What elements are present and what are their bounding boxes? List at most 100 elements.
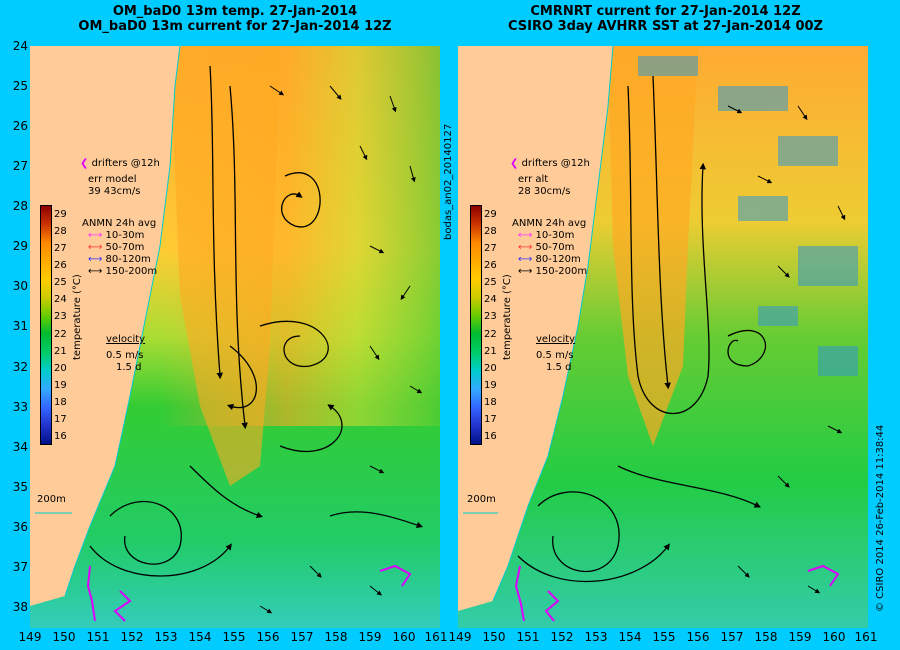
colorbar-tick-label: 28 xyxy=(54,226,67,238)
colorbar-tick-label: 18 xyxy=(54,396,67,408)
right-legend-drifters: ❮ drifters @12h err alt 28 30cm/s xyxy=(510,158,590,198)
right-vertical-label: © CSIRO 2014 26-Feb-2014 11:38:44 xyxy=(875,424,886,612)
right-legend-anmn: ANMN 24h avg ⟷ 10-30m ⟷ 50-70m ⟷ 80-120m… xyxy=(512,218,587,278)
lon-label: 156 xyxy=(256,630,280,644)
lat-label: 31 xyxy=(12,319,28,333)
lon-label: 149 xyxy=(448,630,472,644)
left-title-line1: OM_baD0 13m temp. 27-Jan-2014 xyxy=(112,4,358,19)
right-colorbar xyxy=(470,205,482,445)
colorbar-unit-label: temperature (°C) xyxy=(72,274,83,360)
colorbar-tick-label: 22 xyxy=(54,328,67,340)
anmn-title: ANMN 24h avg xyxy=(82,218,157,229)
drifter-arrow-icon: ❮ xyxy=(80,158,89,169)
right-panel-title: CMRNRT current for 27-Jan-2014 12Z CSIRO… xyxy=(458,4,873,34)
colorbar-tick-label: 27 xyxy=(484,243,497,255)
lat-label: 25 xyxy=(12,79,28,93)
right-drifter-tracks xyxy=(514,564,840,622)
depth-arrow-icon: ⟷ xyxy=(88,254,103,265)
right-velocity-legend: velocity 0.5 m/s 1.5 d xyxy=(536,334,575,374)
lon-label: 150 xyxy=(52,630,76,644)
lon-label: 159 xyxy=(358,630,382,644)
colorbar-tick-label: 16 xyxy=(484,431,497,442)
colorbar-tick-label: 18 xyxy=(484,396,497,408)
colorbar-tick-label: 21 xyxy=(484,345,497,357)
lon-label: 151 xyxy=(86,630,110,644)
depth-arrow-icon: ⟷ xyxy=(88,242,103,253)
colorbar-tick-label: 24 xyxy=(484,294,497,306)
err-values: 39 43cm/s xyxy=(88,186,141,197)
right-title-line1: CMRNRT current for 27-Jan-2014 12Z xyxy=(530,4,801,19)
left-legend-drifters: ❮ drifters @12h err model 39 43cm/s xyxy=(80,158,160,198)
depth-arrow-icon: ⟷ xyxy=(518,242,533,253)
depth-arrow-icon: ⟷ xyxy=(88,266,103,277)
lon-label: 157 xyxy=(290,630,314,644)
right-current-arrows xyxy=(727,105,846,594)
velocity-scale: 0.5 m/s xyxy=(536,350,574,361)
depth-bin-label: 50-70m xyxy=(535,242,575,253)
lon-label: 154 xyxy=(188,630,212,644)
colorbar-tick-label: 25 xyxy=(484,277,497,289)
drifter-arrow-icon: ❮ xyxy=(510,158,519,169)
lon-label: 156 xyxy=(686,630,710,644)
lat-label: 29 xyxy=(12,239,28,253)
drifters-label: drifters @12h xyxy=(521,158,590,169)
lon-label: 161 xyxy=(424,630,448,644)
depth-bin-label: 10-30m xyxy=(105,230,145,241)
depth-bin-label: 150-200m xyxy=(535,266,588,277)
depth-contour-label: 200m xyxy=(467,494,496,505)
lon-label: 151 xyxy=(516,630,540,644)
velocity-days: 1.5 d xyxy=(116,362,142,373)
colorbar-tick-label: 29 xyxy=(54,209,67,220)
lat-label: 26 xyxy=(12,119,28,133)
current-arrows xyxy=(259,85,423,614)
colorbar-unit-label: temperature (°C) xyxy=(502,274,513,360)
left-panel-title: OM_baD0 13m temp. 27-Jan-2014 OM_baD0 13… xyxy=(30,4,440,34)
colorbar-gradient xyxy=(41,206,51,444)
depth-bin-label: 80-120m xyxy=(105,254,151,265)
left-colorbar xyxy=(40,205,52,445)
drifters-label: drifters @12h xyxy=(91,158,160,169)
lon-label: 150 xyxy=(482,630,506,644)
colorbar-tick-label: 19 xyxy=(54,379,67,391)
colorbar-tick-label: 27 xyxy=(54,243,67,255)
depth-contour-label: 200m xyxy=(37,494,66,505)
depth-arrow-icon: ⟷ xyxy=(518,230,533,241)
colorbar-tick-label: 26 xyxy=(484,260,497,272)
colorbar-tick-label: 23 xyxy=(484,311,497,323)
colorbar-tick-label: 20 xyxy=(484,362,497,374)
colorbar-tick-label: 17 xyxy=(484,413,497,425)
err-label: err model xyxy=(88,174,137,185)
lat-label: 30 xyxy=(12,279,28,293)
right-streamlines xyxy=(517,75,766,583)
left-legend-anmn: ANMN 24h avg ⟷ 10-30m ⟷ 50-70m ⟷ 80-120m… xyxy=(82,218,157,278)
lon-label: 153 xyxy=(584,630,608,644)
err-values: 28 30cm/s xyxy=(518,186,571,197)
colorbar-tick-label: 28 xyxy=(484,226,497,238)
depth-bin-label: 10-30m xyxy=(535,230,575,241)
colorbar-tick-label: 16 xyxy=(54,431,67,442)
velocity-scale: 0.5 m/s xyxy=(106,350,144,361)
lon-label: 152 xyxy=(550,630,574,644)
colorbar-tick-label: 24 xyxy=(54,294,67,306)
colorbar-tick-label: 21 xyxy=(54,345,67,357)
depth-arrow-icon: ⟷ xyxy=(518,254,533,265)
lat-label: 35 xyxy=(12,480,28,494)
lon-label: 159 xyxy=(788,630,812,644)
colorbar-tick-label: 25 xyxy=(54,277,67,289)
right-title-line2: CSIRO 3day AVHRR SST at 27-Jan-2014 00Z xyxy=(508,19,823,34)
left-velocity-legend: velocity 0.5 m/s 1.5 d xyxy=(106,334,145,374)
middle-vertical-label: bodas_an02_20140127 xyxy=(443,123,454,240)
lon-label: 161 xyxy=(854,630,878,644)
current-streamlines xyxy=(89,65,424,577)
lat-label: 36 xyxy=(12,520,28,534)
lat-label: 38 xyxy=(12,600,28,614)
velocity-title: velocity xyxy=(536,334,576,345)
depth-bin-label: 150-200m xyxy=(105,266,158,277)
velocity-days: 1.5 d xyxy=(546,362,572,373)
colorbar-tick-label: 19 xyxy=(484,379,497,391)
lon-label: 149 xyxy=(18,630,42,644)
left-map-panel xyxy=(30,46,440,628)
right-map-panel xyxy=(458,46,868,628)
left-title-line2: OM_baD0 13m current for 27-Jan-2014 12Z xyxy=(78,19,392,34)
colorbar-tick-label: 29 xyxy=(484,209,497,220)
